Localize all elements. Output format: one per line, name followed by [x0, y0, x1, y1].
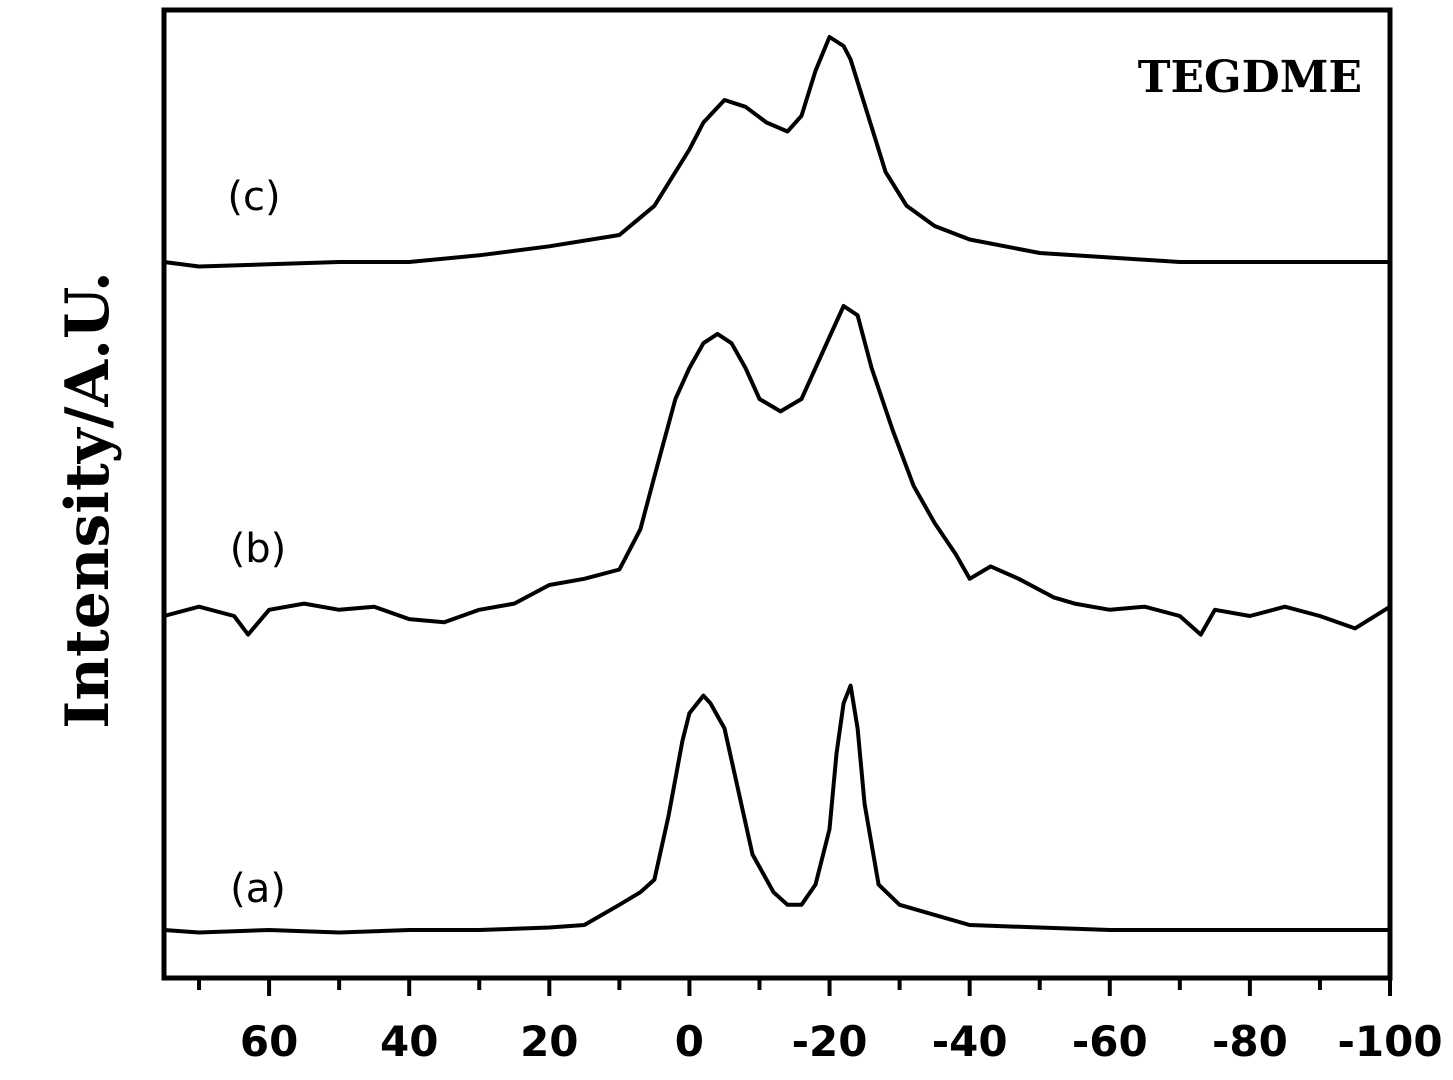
chart-annotation: TEGDME: [1138, 52, 1362, 103]
x-tick-label: -60: [1072, 1017, 1148, 1066]
x-tick-label: -100: [1337, 1017, 1442, 1066]
x-tick-label: -80: [1212, 1017, 1288, 1066]
series-line-c: [163, 35, 1390, 269]
x-tick-label: 60: [240, 1017, 298, 1066]
plot-frame: [161, 7, 1393, 981]
series-label-a: (a): [230, 866, 286, 912]
series-line-b: [163, 304, 1392, 637]
x-tick-label: 20: [520, 1017, 578, 1066]
x-axis-tick-labels: 60 40 20 0 -20 -40 -60 -80 -100: [240, 1017, 1443, 1066]
x-tick-label: -40: [932, 1017, 1008, 1066]
series-line-a: [163, 683, 1390, 935]
traces: [163, 35, 1392, 935]
x-tick-label: -20: [792, 1017, 868, 1066]
trace-labels: (a) (b) (c): [227, 174, 286, 912]
x-tick-label: 40: [380, 1017, 438, 1066]
series-label-c: (c): [227, 174, 280, 220]
y-axis-label: Intensity/A.U.: [53, 271, 123, 728]
series-label-b: (b): [230, 526, 287, 572]
x-axis-ticks: [197, 978, 1392, 996]
x-tick-label: 0: [675, 1017, 704, 1066]
